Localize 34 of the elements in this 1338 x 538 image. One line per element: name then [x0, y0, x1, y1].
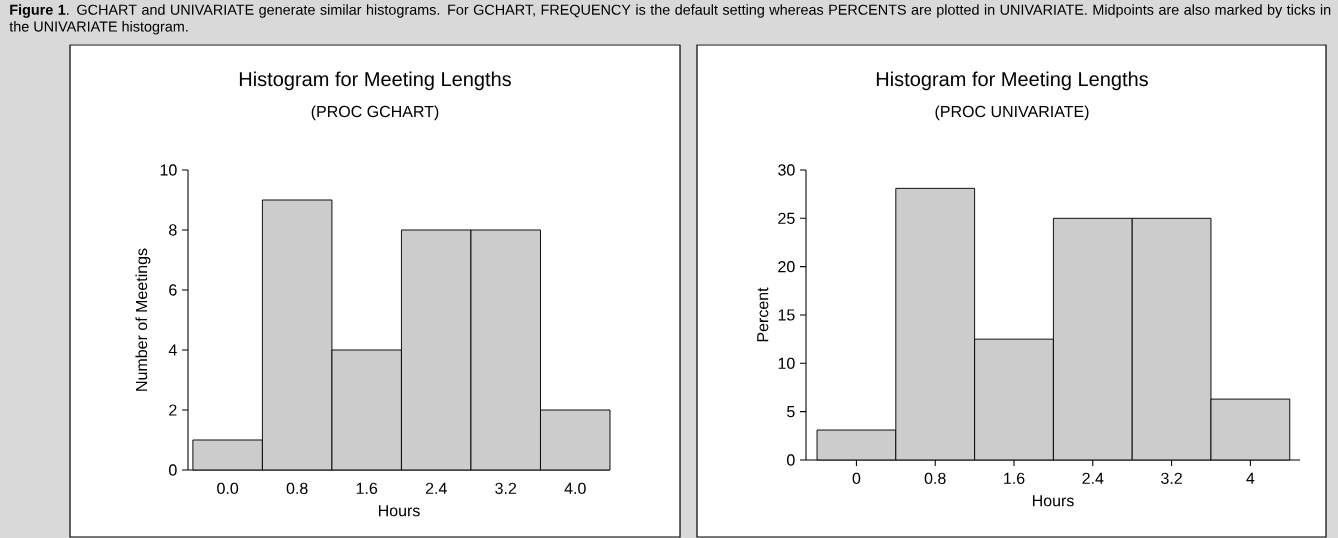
- y-tick-label: 10: [160, 164, 177, 176]
- x-tick-label: 0.8: [924, 472, 946, 485]
- y-axis-title: Number of Meetings: [135, 248, 151, 391]
- x-axis-title: Hours: [1032, 495, 1074, 507]
- y-tick-label: 30: [778, 164, 795, 176]
- x-tick-label: 1.6: [356, 482, 378, 495]
- y-axis-title: Percent: [757, 287, 769, 342]
- y-tick-label: 2: [169, 404, 177, 416]
- x-tick-label: 0.0: [217, 482, 239, 495]
- text: Figure 1. GCHART and UNIVARIATE generate similar histograms. For GCHART, FREQUENCY is the default setting whereas PERCENTS are plotted in UNIVARIATE. Midpoints are also marked by ticks in the UNIVARIATE histogram.: [9, 4, 1331, 35]
- x-tick-label: 1.6: [1004, 472, 1025, 485]
- x-tick-label: 4: [1246, 472, 1255, 484]
- x-tick-label: 2.4: [1082, 472, 1104, 484]
- y-tick-label: 5: [787, 406, 795, 418]
- y-tick-label: 4: [168, 344, 177, 356]
- y-tick-label: 20: [778, 261, 795, 273]
- chart-title: Histogram for Meeting Lengths: [876, 71, 1148, 91]
- chart-subtitle: (PROC GCHART): [311, 105, 439, 121]
- chart-subtitle: (PROC UNIVARIATE): [935, 105, 1089, 121]
- x-tick-label: 3.2: [495, 482, 517, 495]
- y-tick-label: 25: [778, 212, 795, 224]
- y-tick-label: 15: [778, 309, 795, 321]
- x-tick-label: 0: [852, 472, 861, 485]
- y-tick-label: 0: [169, 464, 177, 476]
- x-axis-title: Hours: [378, 505, 420, 517]
- chart-title: Histogram for Meeting Lengths: [239, 71, 511, 91]
- x-tick-label: 2.4: [425, 482, 447, 494]
- y-tick-label: 0: [787, 454, 795, 466]
- y-tick-label: 8: [169, 224, 177, 236]
- x-tick-label: 3.2: [1161, 472, 1182, 485]
- x-tick-label: 0.8: [286, 482, 308, 495]
- y-tick-label: 6: [169, 284, 177, 296]
- x-tick-label: 4.0: [564, 482, 586, 495]
- y-tick-label: 10: [778, 357, 795, 369]
